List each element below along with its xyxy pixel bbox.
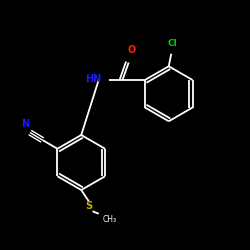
Text: Cl: Cl	[168, 38, 177, 48]
Text: CH₃: CH₃	[102, 216, 117, 224]
Text: N: N	[21, 119, 29, 129]
Text: O: O	[127, 45, 135, 55]
Text: S: S	[85, 201, 92, 211]
Text: HN: HN	[85, 74, 101, 84]
